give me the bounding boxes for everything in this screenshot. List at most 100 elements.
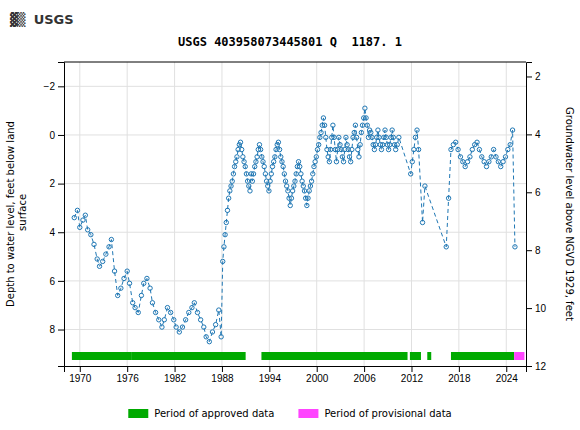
grid-line [64,86,526,87]
data-point [416,147,420,151]
data-point [262,164,266,168]
data-point [461,160,465,164]
data-point [162,318,166,322]
data-point [348,160,352,164]
plot: 1970197619821988199420002006201220182024… [5,62,575,384]
tick: 1994 [259,366,282,384]
data-point [311,172,315,176]
data-point [187,310,191,314]
data-point [475,140,479,144]
data-point [301,184,305,188]
data-point [248,189,252,193]
data-point [97,264,101,268]
tick: 2024 [496,366,519,384]
tick-mark [127,366,128,372]
tick-label: 4 [49,227,55,238]
data-point [210,330,214,334]
data-point [157,318,161,322]
data-point [337,135,341,139]
data-point [142,281,146,285]
data-point [267,189,271,193]
grid-line [506,62,507,366]
tick-mark [80,366,81,372]
data-point [501,160,505,164]
data-point [254,160,258,164]
data-point [477,147,481,151]
data-point [357,155,361,159]
annotation: USGS [34,12,74,27]
data-point [183,318,187,322]
data-point [484,164,488,168]
data-point [195,310,199,314]
data-point [344,135,348,139]
tick: 6 [49,276,64,287]
axis-title: Groundwater level above NGVD 1929, feet [564,107,575,321]
data-point [338,142,342,146]
tick-label: 2 [535,71,541,82]
data-point [241,155,245,159]
title: USGS 403958073445801 Q 1187. 1 [178,35,402,49]
data-point [393,147,397,151]
data-point [242,160,246,164]
data-point [282,172,286,176]
data-point [122,276,126,280]
data-point [258,147,262,151]
data-point [247,184,251,188]
data-point [316,142,320,146]
data-point [345,142,349,146]
data-point [324,135,328,139]
data-point [198,318,202,322]
data-point [172,318,176,322]
axis: 1970197619821988199420002006201220182024 [65,366,527,384]
data-point [369,130,373,134]
period-bar [72,352,131,360]
tick-label: 1976 [117,373,140,384]
data-point [285,184,289,188]
tick-mark [222,366,223,372]
tick-label: 6 [535,187,541,198]
tick-mark [526,308,532,309]
axis-line [58,63,65,367]
data-point [221,259,225,263]
tick-mark [526,366,532,367]
data-point [413,135,417,139]
data-point [109,237,113,241]
data-point [72,215,76,219]
data-point [139,293,143,297]
data-point [305,203,309,207]
data-point [286,189,290,193]
data-point [266,184,270,188]
legend-item: Period of provisional data [298,408,451,419]
tick-label: 0 [49,130,55,141]
grid-line [174,62,175,366]
tick-label: 12 [535,361,547,372]
legend-label: Period of approved data [154,408,274,419]
tick-mark [411,366,412,372]
data-point [150,301,154,305]
tick: 2 [526,71,541,82]
data-point [228,189,232,193]
data-point [444,245,448,249]
tick-mark [58,330,64,331]
data-point [309,179,313,183]
tick: 2000 [306,366,329,384]
tick-label: 2012 [401,373,424,384]
axis-line [65,367,527,373]
tick: 2006 [353,366,376,384]
tick-label: 2006 [353,373,376,384]
data-point [207,339,211,343]
data-point [370,135,374,139]
data-point [328,147,332,151]
marks [72,106,525,360]
data-point [253,164,257,168]
grid-line [316,62,317,366]
grid-line [269,62,270,366]
data-point [270,164,274,168]
grid-line [411,62,412,366]
data-point [482,160,486,164]
grid-line [64,280,526,281]
tick-label: 2018 [448,373,471,384]
data-point [85,228,89,232]
data-point [255,155,259,159]
data-point [81,218,85,222]
